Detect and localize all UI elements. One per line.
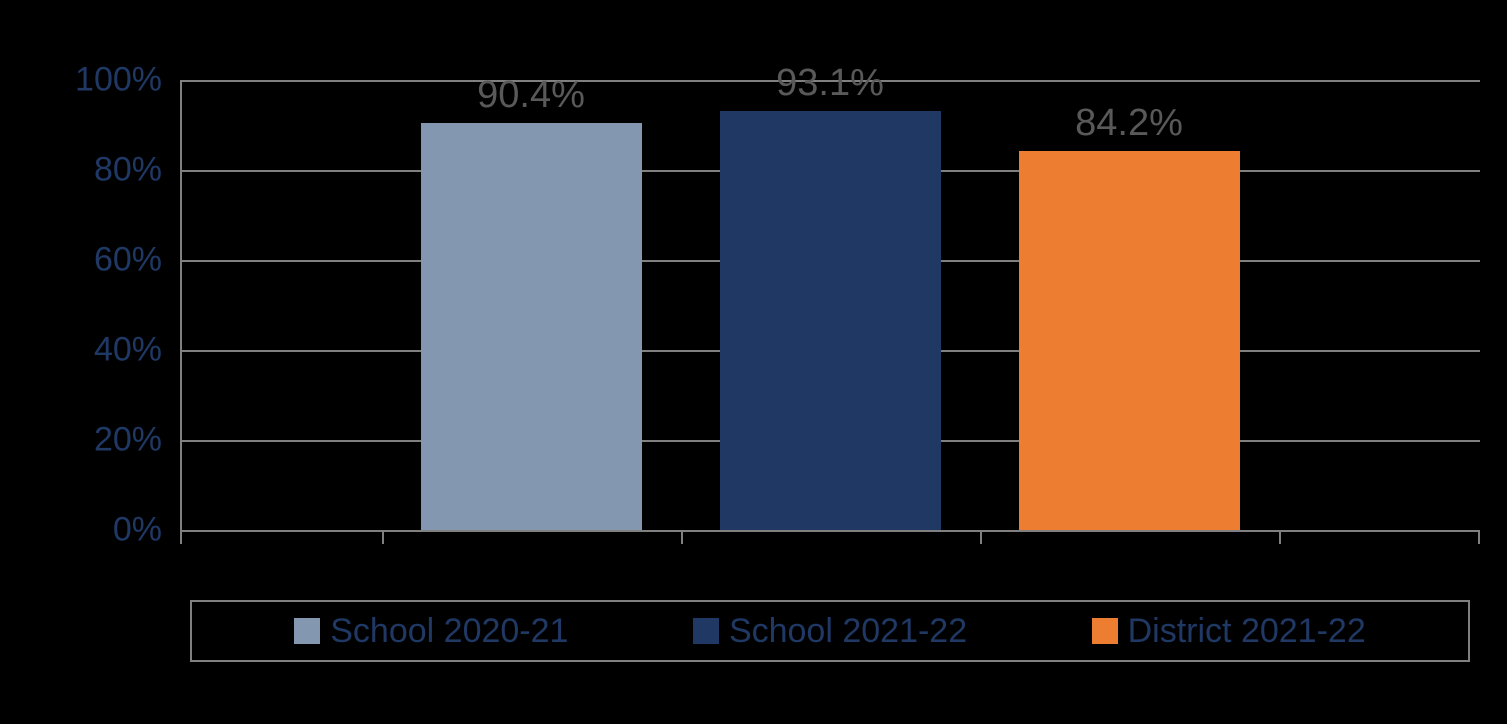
y-axis-line — [180, 80, 182, 530]
data-label: 93.1% — [776, 62, 884, 105]
legend-swatch — [294, 618, 320, 644]
bar — [1019, 151, 1240, 530]
plot-area: 0%20%40%60%80%100%90.4%93.1%84.2% — [180, 80, 1480, 530]
y-tick-label: 40% — [94, 331, 180, 370]
legend-item: School 2020-21 — [294, 612, 568, 651]
legend-item: District 2021-22 — [1092, 612, 1366, 651]
data-label: 84.2% — [1075, 102, 1183, 145]
y-tick-label: 100% — [75, 61, 180, 100]
y-tick-label: 20% — [94, 421, 180, 460]
x-tick — [382, 530, 384, 544]
x-tick — [1478, 530, 1480, 544]
x-tick — [681, 530, 683, 544]
legend-label: School 2020-21 — [330, 612, 568, 651]
legend-swatch — [1092, 618, 1118, 644]
x-tick — [1279, 530, 1281, 544]
data-label: 90.4% — [477, 74, 585, 117]
bar — [720, 111, 941, 530]
legend-label: District 2021-22 — [1128, 612, 1366, 651]
x-tick — [980, 530, 982, 544]
bar — [421, 123, 642, 530]
legend: School 2020-21 School 2021-22 District 202… — [190, 600, 1470, 662]
legend-label: School 2021-22 — [729, 612, 967, 651]
y-tick-label: 0% — [113, 511, 180, 550]
legend-item: School 2021-22 — [693, 612, 967, 651]
bar-chart: 0%20%40%60%80%100%90.4%93.1%84.2%School … — [0, 0, 1507, 724]
y-tick-label: 80% — [94, 151, 180, 190]
legend-swatch — [693, 618, 719, 644]
x-tick — [180, 530, 182, 544]
gridline — [180, 530, 1480, 532]
y-tick-label: 60% — [94, 241, 180, 280]
